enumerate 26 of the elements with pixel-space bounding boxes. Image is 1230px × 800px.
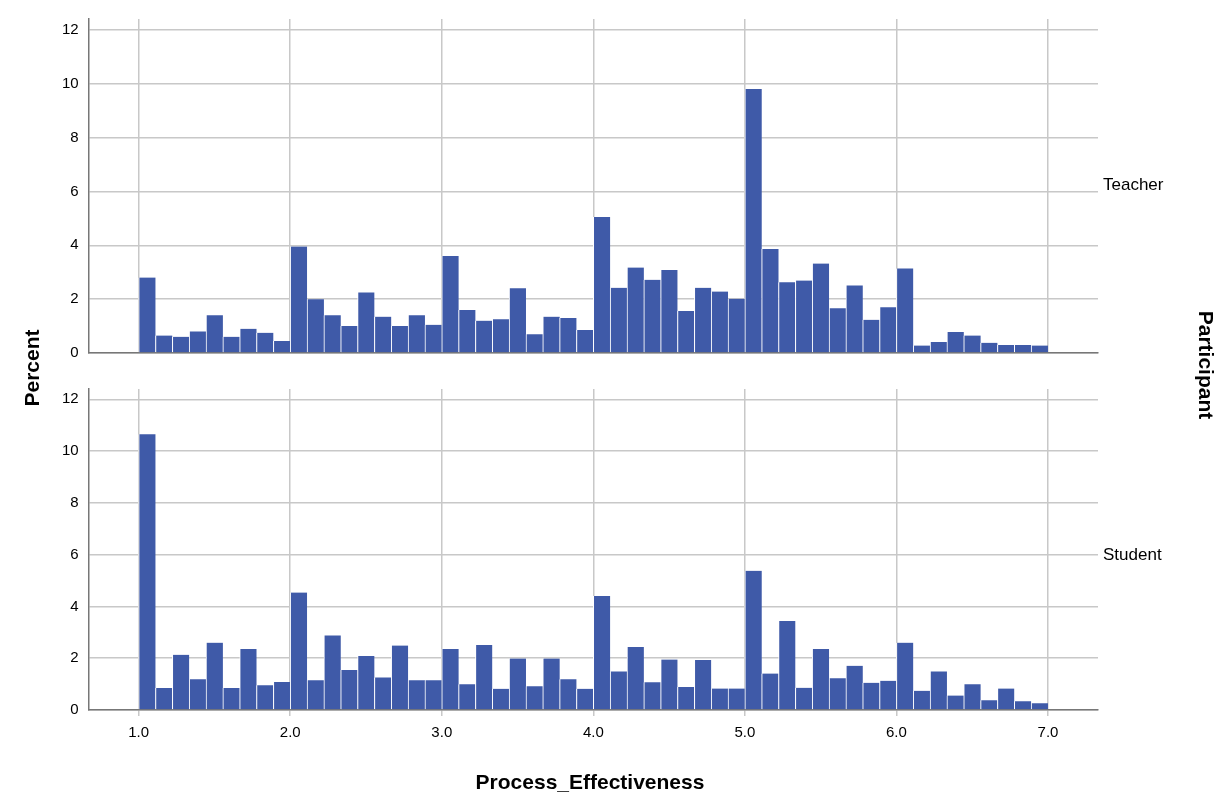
y-tick-label: 8	[70, 127, 79, 145]
y-axis-title: Percent	[20, 329, 44, 407]
x-tick-label: 4.0	[582, 723, 604, 741]
y-tick-label: 4	[70, 596, 79, 614]
y-tick-label: 0	[70, 343, 79, 361]
y-tick-label: 6	[70, 181, 79, 199]
x-tick-label: 2.0	[279, 723, 301, 741]
y-tick-label: 12	[62, 389, 79, 407]
x-tick-label: 7.0	[1037, 723, 1059, 741]
y-tick-label: 6	[70, 544, 79, 562]
y-tick-label: 2	[70, 648, 79, 666]
x-tick-label: 6.0	[886, 723, 907, 741]
x-tick-label: 3.0	[431, 723, 453, 741]
y-tick-label: 10	[62, 73, 79, 91]
y-tick-label: 8	[70, 493, 79, 511]
text: Student	[1103, 545, 1162, 565]
x-tick-label: 1.0	[128, 723, 150, 741]
y-tick-label: 0	[70, 700, 79, 718]
y2-axis-title: Participant	[1194, 310, 1218, 420]
y-tick-label: 10	[62, 441, 79, 459]
y-tick-label: 4	[70, 235, 79, 253]
x-axis-title: Process_Effectiveness	[474, 770, 706, 794]
text: Teacher	[1103, 175, 1164, 195]
x-tick-label: 5.0	[734, 723, 756, 741]
y-tick-label: 12	[62, 19, 79, 37]
y-tick-label: 2	[70, 289, 79, 307]
